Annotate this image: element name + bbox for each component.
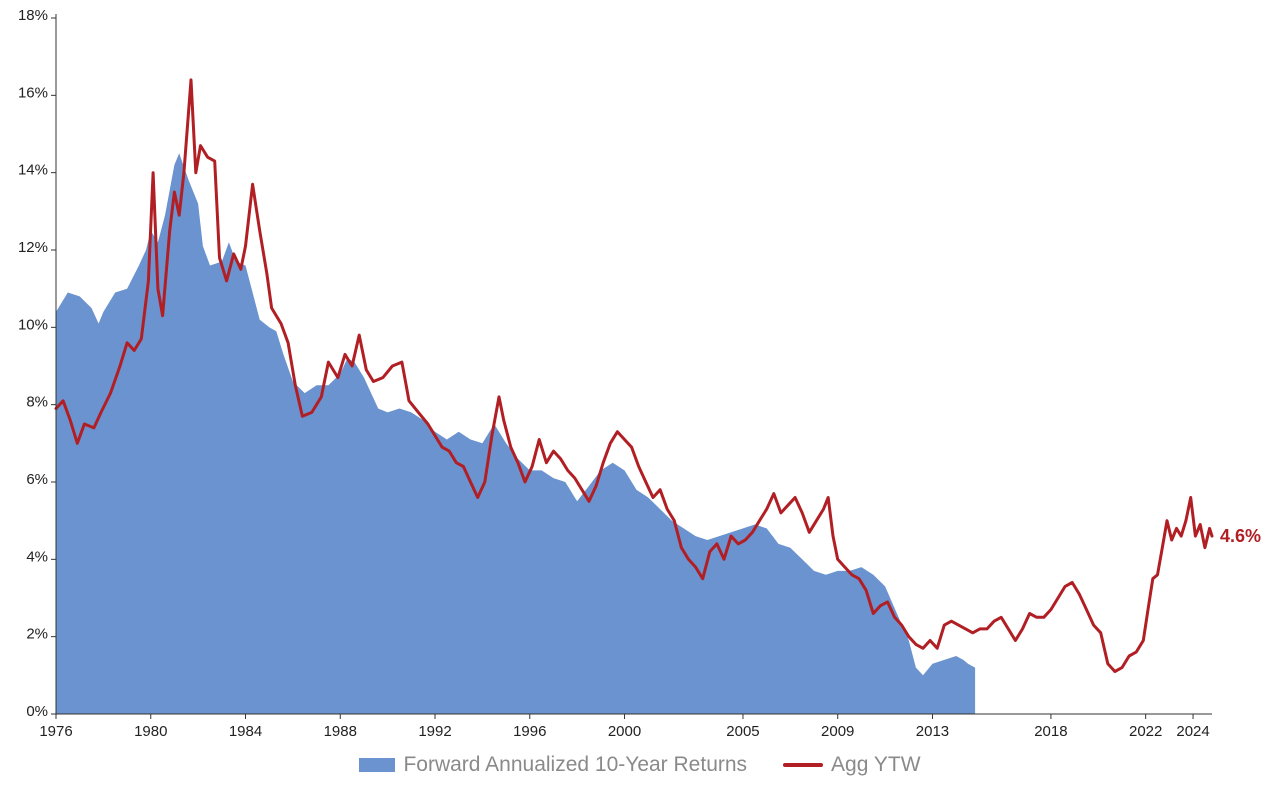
labels-layer: 0% 2% 4% 6% 8% 10% 12% 14% 16% 18% 1976 1980 1984 198…	[18, 7, 1261, 740]
x-tick-label: 1980	[134, 723, 167, 740]
y-tick-label: 2%	[26, 626, 48, 643]
y-tick-label: 18%	[18, 7, 48, 24]
legend-item-agg-ytw: Agg YTW	[783, 753, 921, 777]
legend-label-agg-ytw: Agg YTW	[831, 753, 921, 776]
x-tick-label: 2005	[726, 723, 759, 740]
x-tick-label: 1988	[324, 723, 357, 740]
legend-swatch-agg-ytw	[783, 763, 824, 767]
y-tick-label: 6%	[26, 471, 48, 488]
y-tick-label: 14%	[18, 162, 48, 179]
x-tick-label: 1992	[418, 723, 451, 740]
returns-area	[56, 153, 976, 715]
x-tick-label: 1984	[229, 723, 262, 740]
agg-ytw-line	[54, 78, 1214, 673]
axes-layer	[51, 14, 1212, 719]
x-tick-label: 2022	[1129, 723, 1162, 740]
x-tick-label: 1996	[513, 723, 546, 740]
legend-item-returns: Forward Annualized 10-Year Returns	[359, 753, 747, 777]
legend: Forward Annualized 10-Year Returns Agg Y…	[0, 753, 1280, 777]
y-tick-label: 16%	[18, 84, 48, 101]
line-series-layer	[54, 78, 1214, 673]
y-tick-label: 8%	[26, 394, 48, 411]
x-tick-label: 2018	[1034, 723, 1067, 740]
y-tick-label: 10%	[18, 316, 48, 333]
legend-swatch-returns	[359, 758, 396, 772]
x-tick-label: 2000	[608, 723, 641, 740]
x-tick-label: 2009	[821, 723, 854, 740]
y-tick-label: 4%	[26, 548, 48, 565]
y-tick-label: 0%	[26, 703, 48, 720]
x-tick-label: 1976	[39, 723, 72, 740]
y-tick-label: 12%	[18, 239, 48, 256]
x-tick-label: 2013	[916, 723, 949, 740]
area-series-layer	[56, 153, 976, 715]
agg-ytw-end-label: 4.6%	[1220, 526, 1261, 546]
x-tick-label: 2024	[1176, 723, 1209, 740]
legend-label-returns: Forward Annualized 10-Year Returns	[403, 753, 748, 776]
